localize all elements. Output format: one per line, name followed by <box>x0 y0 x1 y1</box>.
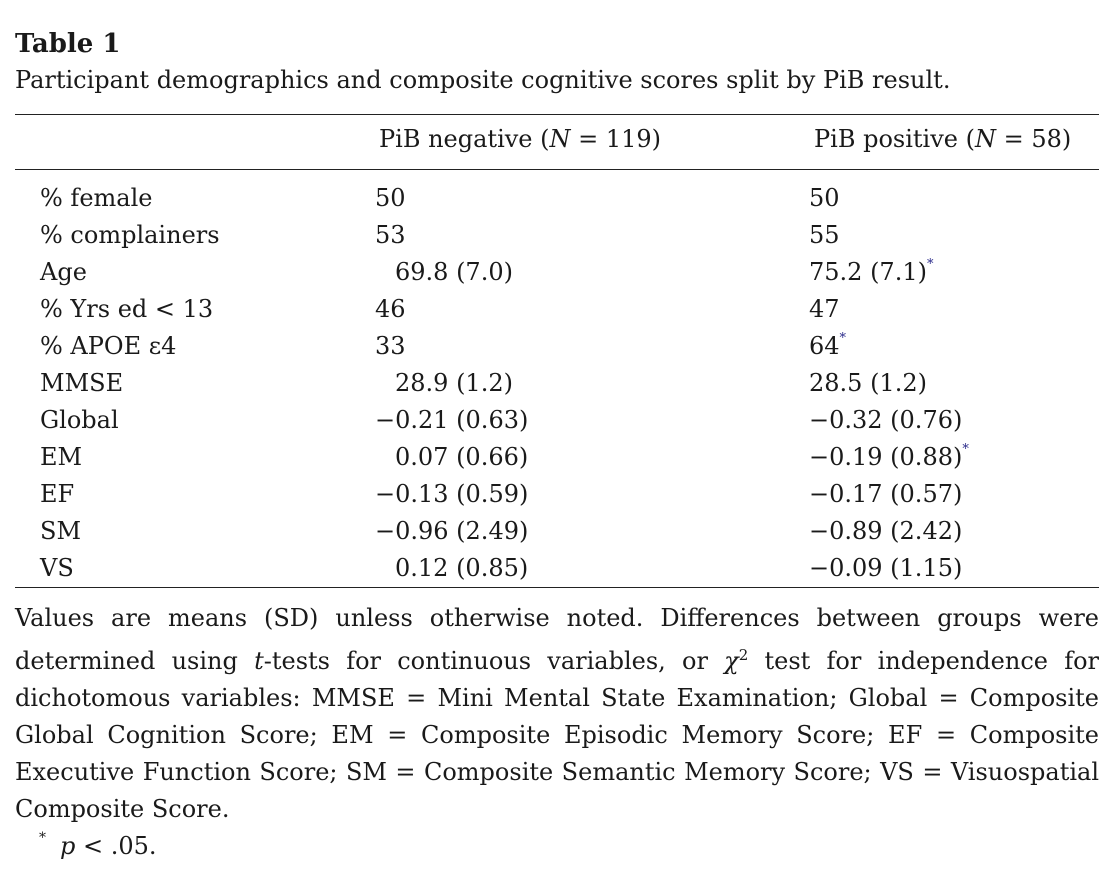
cell-pib-negative: 53 <box>375 221 406 249</box>
cell-pib-negative: 0.12 (0.85) <box>395 554 529 582</box>
significance-marker: * <box>839 331 847 346</box>
row-label: % complainers <box>40 221 220 249</box>
row-label: MMSE <box>40 369 124 397</box>
table-row: Global −0.21 (0.63) −0.32 (0.76) <box>15 402 1099 439</box>
row-label: EM <box>40 443 83 471</box>
cell-pib-negative: 33 <box>375 332 406 360</box>
cell-pib-negative: 0.07 (0.66) <box>395 443 529 471</box>
bottom-rule <box>15 587 1099 588</box>
table-row: % female 50 50 <box>15 180 1099 217</box>
cell-pib-negative: 50 <box>375 184 406 212</box>
cell-pib-negative: −0.21 (0.63) <box>375 406 529 434</box>
row-label: VS <box>40 554 74 582</box>
row-label: SM <box>40 517 82 545</box>
top-rule <box>15 114 1099 115</box>
table-title: Table 1 <box>15 29 121 59</box>
table-notes: Values are means (SD) unless otherwise n… <box>15 604 1099 823</box>
table-header-row: PiB negative (N = 119) PiB positive (N =… <box>15 115 1099 169</box>
table-row: % APOE ε4 33 64* <box>15 328 1099 365</box>
table-row: % Yrs ed < 13 46 47 <box>15 291 1099 328</box>
table-row: MMSE 28.9 (1.2) 28.5 (1.2) <box>15 365 1099 402</box>
cell-pib-positive: −0.19 (0.88)* <box>809 442 969 471</box>
significance-marker: * <box>926 257 934 272</box>
row-label: Global <box>40 406 119 434</box>
cell-pib-positive: 55 <box>809 221 840 249</box>
table-caption: Participant demographics and composite c… <box>15 66 951 94</box>
cell-pib-negative: 46 <box>375 295 406 323</box>
significance-marker: * <box>962 442 969 457</box>
table-container: Table 1 Participant demographics and com… <box>15 26 1099 869</box>
cell-pib-positive: 47 <box>809 295 840 323</box>
cell-pib-positive: −0.32 (0.76) <box>809 406 963 434</box>
cell-pib-positive: 28.5 (1.2) <box>809 369 927 397</box>
table-row: SM −0.96 (2.49) −0.89 (2.42) <box>15 513 1099 550</box>
table-footnote: * p < .05. <box>39 830 157 860</box>
table-body: % female 50 50 % complainers 53 55 Age 69.8 (7.… <box>15 170 1099 587</box>
column-header-pib-positive: PiB positive (N = 58) <box>814 125 1072 153</box>
row-label: % APOE ε4 <box>40 332 177 360</box>
cell-pib-positive: 75.2 (7.1)* <box>809 257 934 286</box>
cell-pib-positive: 64* <box>809 331 847 360</box>
table-row: Age 69.8 (7.0) 75.2 (7.1)* <box>15 254 1099 291</box>
header-rule <box>15 169 1099 170</box>
row-label: Age <box>40 258 87 286</box>
cell-pib-negative: −0.96 (2.49) <box>375 517 529 545</box>
cell-pib-negative: 69.8 (7.0) <box>395 258 513 286</box>
cell-pib-positive: −0.89 (2.42) <box>809 517 963 545</box>
cell-pib-positive: −0.09 (1.15) <box>809 554 963 582</box>
row-label: EF <box>40 480 75 508</box>
cell-pib-positive: 50 <box>809 184 840 212</box>
cell-pib-negative: −0.13 (0.59) <box>375 480 529 508</box>
table-row: % complainers 53 55 <box>15 217 1099 254</box>
table-row: EF −0.13 (0.59) −0.17 (0.57) <box>15 476 1099 513</box>
row-label: % Yrs ed < 13 <box>40 295 214 323</box>
table-row: VS 0.12 (0.85) −0.09 (1.15) <box>15 550 1099 587</box>
table-row: EM 0.07 (0.66) −0.19 (0.88)* <box>15 439 1099 476</box>
row-label: % female <box>40 184 153 212</box>
column-header-pib-negative: PiB negative (N = 119) <box>379 125 662 153</box>
cell-pib-negative: 28.9 (1.2) <box>395 369 513 397</box>
cell-pib-positive: −0.17 (0.57) <box>809 480 963 508</box>
